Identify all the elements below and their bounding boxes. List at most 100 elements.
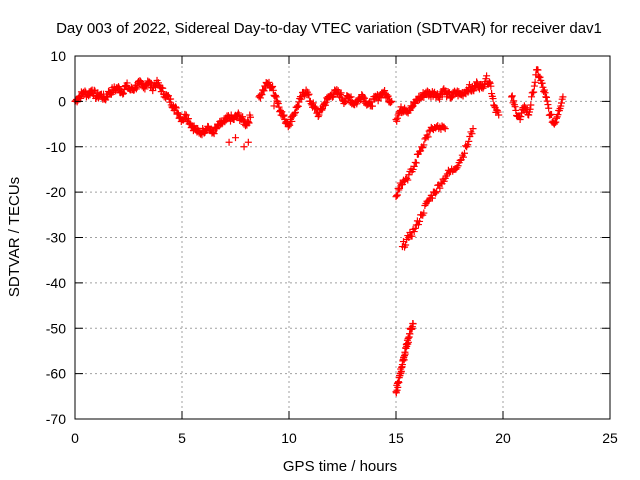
data-point-end-band — [541, 89, 549, 97]
data-point-end-band — [508, 93, 516, 101]
data-point-track-a — [405, 171, 413, 179]
data-point-late-band — [393, 114, 401, 122]
data-point-end-band — [526, 105, 534, 113]
data-point-late-band — [485, 78, 493, 86]
data-point-late-band — [490, 102, 498, 110]
data-point-mid-band — [280, 111, 288, 119]
data-point-mid-band — [309, 99, 317, 107]
data-point-main-band — [245, 119, 253, 127]
data-point-mid-band — [265, 78, 273, 86]
data-point-end-band — [540, 88, 548, 96]
data-point-main-band — [77, 94, 85, 102]
data-point-main-band — [120, 89, 128, 97]
data-point-mid-band — [286, 121, 294, 129]
data-point-end-band — [557, 99, 565, 107]
data-point-track-b — [459, 153, 467, 161]
data-point-mid-band — [269, 86, 277, 94]
y-tick-label: -10 — [46, 139, 66, 155]
data-point-isolated-points — [270, 102, 278, 110]
data-point-end-band — [511, 103, 519, 111]
data-point-track-a — [409, 165, 417, 173]
data-point-mid-band — [383, 93, 391, 101]
chart-title: Day 003 of 2022, Sidereal Day-to-day VTE… — [56, 20, 602, 37]
data-point-main-band — [239, 116, 247, 124]
data-point-isolated-points — [240, 143, 248, 151]
data-point-main-band — [133, 83, 141, 91]
data-point-track-b — [432, 189, 440, 197]
data-point-end-band — [528, 93, 536, 101]
data-point-main-band — [239, 113, 247, 121]
data-point-track-a — [441, 125, 449, 133]
data-point-track-a — [403, 175, 411, 183]
x-tick-label: 20 — [495, 430, 511, 446]
data-point-track-a — [420, 141, 428, 149]
data-point-track-b — [410, 228, 418, 236]
data-point-main-band — [167, 95, 175, 103]
data-point-track-a — [404, 176, 412, 184]
data-point-end-band — [543, 93, 551, 101]
data-point-track-b — [428, 194, 436, 202]
data-point-late-band — [436, 95, 444, 103]
data-point-end-band — [508, 92, 516, 100]
data-point-late-band — [393, 117, 401, 125]
data-point-mid-band — [275, 103, 283, 111]
data-point-end-band — [517, 113, 525, 121]
data-point-track-b — [414, 221, 422, 229]
data-point-mid-band — [305, 90, 313, 98]
data-point-track-b — [465, 137, 473, 145]
data-point-mid-band — [336, 91, 344, 99]
x-tick-label: 10 — [281, 430, 297, 446]
data-point-end-band — [545, 104, 553, 112]
data-point-main-band — [182, 111, 190, 119]
data-point-isolated-points — [232, 134, 239, 142]
data-point-track-b — [436, 184, 444, 192]
data-point-track-b — [454, 162, 462, 170]
y-axis-label: SDTVAR / TECUs — [6, 177, 23, 297]
data-point-main-band — [149, 87, 157, 95]
grid-lines — [75, 56, 610, 419]
x-axis-label: GPS time / hours — [283, 458, 397, 475]
y-tick-label: -70 — [46, 411, 66, 427]
y-tick-label: -30 — [46, 230, 66, 246]
data-point-main-band — [159, 84, 167, 92]
data-point-end-band — [552, 118, 560, 126]
data-point-track-b — [456, 156, 464, 164]
data-point-late-band — [495, 111, 503, 119]
data-point-end-band — [559, 93, 567, 101]
data-point-track-b — [420, 209, 428, 217]
data-point-mid-band — [322, 98, 330, 106]
data-point-track-b — [468, 130, 476, 138]
data-point-track-a — [393, 191, 401, 199]
data-point-end-band — [512, 106, 520, 114]
data-point-mid-band — [291, 108, 299, 116]
data-point-main-band — [141, 85, 149, 93]
data-point-mid-band — [318, 106, 326, 114]
data-point-main-band — [210, 130, 218, 138]
data-point-track-b — [416, 217, 424, 225]
data-point-late-band — [397, 103, 405, 111]
data-point-late-band — [473, 78, 481, 86]
data-point-end-band — [525, 111, 533, 119]
data-point-late-band — [493, 106, 501, 114]
data-point-end-band — [557, 102, 565, 110]
data-point-mid-band — [381, 87, 389, 95]
data-point-mid-band — [274, 100, 282, 108]
data-point-mid-band — [258, 91, 266, 99]
data-point-main-band — [115, 83, 123, 91]
data-point-track-a — [424, 133, 432, 141]
data-point-mid-band — [272, 93, 280, 101]
data-point-end-band — [535, 72, 543, 80]
data-point-track-c — [401, 350, 409, 358]
data-point-mid-band — [386, 99, 394, 107]
data-point-late-band — [447, 94, 455, 102]
data-point-mid-band — [274, 98, 282, 106]
data-point-track-a — [440, 123, 448, 131]
data-point-mid-band — [337, 89, 345, 97]
data-point-mid-band — [269, 82, 277, 90]
data-point-track-b — [406, 228, 414, 236]
data-point-main-band — [172, 103, 180, 111]
data-point-mid-band — [368, 102, 376, 110]
x-tick-label: 25 — [602, 430, 618, 446]
data-point-main-band — [115, 84, 123, 92]
